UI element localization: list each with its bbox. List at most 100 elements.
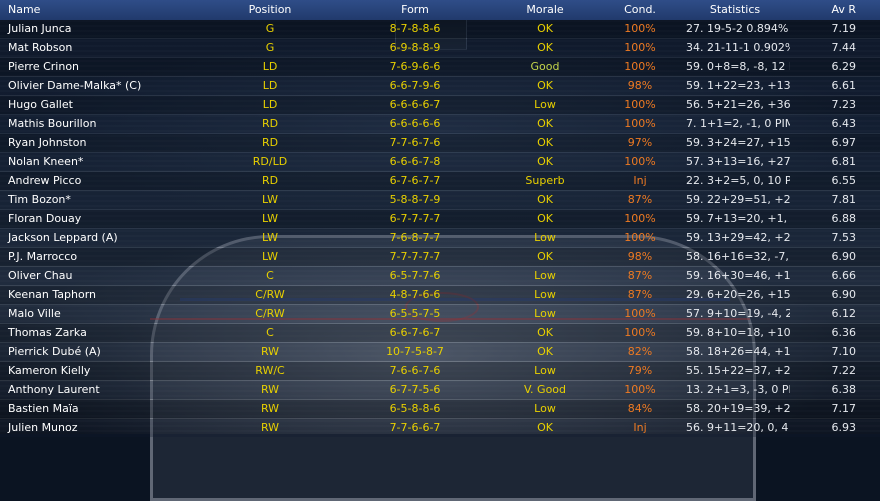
table-row[interactable]: Kameron Kielly RW/C 7-6-6-7-6 Low 79% 55. 15+… <box>0 361 880 381</box>
player-condition: 100% <box>600 380 680 400</box>
player-form: 6-7-7-7-7 <box>340 209 490 229</box>
player-form: 6-6-7-6-7 <box>340 323 490 343</box>
player-statistics: 29. 6+20=26, +15, 4 PIM <box>680 285 790 305</box>
table-row[interactable]: Anthony Laurent RW 6-7-7-5-6 V. Good 100% 13.… <box>0 380 880 400</box>
player-morale: Low <box>490 399 600 419</box>
player-avg-rating: 7.81 <box>790 190 880 210</box>
player-name[interactable]: Hugo Gallet <box>0 95 200 115</box>
player-form: 7-7-6-7-6 <box>340 133 490 153</box>
player-form: 6-6-6-6-6 <box>340 114 490 134</box>
table-row[interactable]: Olivier Dame-Malka* (C) LD 6-6-7-9-6 OK 98% 5… <box>0 76 880 96</box>
player-name[interactable]: Floran Douay <box>0 209 200 229</box>
player-avg-rating: 6.38 <box>790 380 880 400</box>
player-condition: 87% <box>600 266 680 286</box>
table-row[interactable]: Mat Robson G 6-9-8-8-9 OK 100% 34. 21-11-1 0.… <box>0 38 880 58</box>
player-name[interactable]: Julian Junca <box>8 22 72 36</box>
player-condition: 100% <box>600 304 680 324</box>
player-name[interactable]: Pierre Crinon <box>0 57 200 77</box>
player-morale: Low <box>490 228 600 248</box>
player-form: 6-9-8-8-9 <box>340 38 490 58</box>
table-row[interactable]: Bastien Maïa RW 6-5-8-8-6 Low 84% 58. 20+19=3… <box>0 399 880 419</box>
player-position: LW <box>200 228 340 248</box>
player-name[interactable]: Anthony Laurent <box>0 380 200 400</box>
player-list: Julian Junca G 8-7-8-8-6 OK 100% 27. 19-5-2 0… <box>0 20 880 438</box>
player-position: C <box>200 266 340 286</box>
player-statistics: 59. 22+29=51, +29, 20 PIM <box>680 190 790 210</box>
player-name[interactable]: Mat Robson <box>0 38 200 58</box>
player-name[interactable]: Andrew Picco <box>0 171 200 191</box>
table-row[interactable]: Andrew Picco RD 6-7-6-7-7 Superb Inj 22. 3+2=… <box>0 171 880 191</box>
player-name[interactable]: Mathis Bourillon <box>0 114 200 134</box>
player-name[interactable]: Malo Ville <box>0 304 200 324</box>
player-statistics: 7. 1+1=2, -1, 0 PIM <box>680 114 790 134</box>
player-morale: OK <box>490 76 600 96</box>
player-condition: 98% <box>600 247 680 267</box>
column-header-name[interactable]: Name <box>8 3 41 16</box>
player-avg-rating: 6.29 <box>790 57 880 77</box>
player-morale: OK <box>490 133 600 153</box>
table-row[interactable]: Oliver Chau C 6-5-7-7-6 Low 87% 59. 16+30=46,… <box>0 266 880 286</box>
player-name[interactable]: Oliver Chau <box>0 266 200 286</box>
player-avg-rating: 6.81 <box>790 152 880 172</box>
player-position: LW <box>200 209 340 229</box>
player-avg-rating: 6.36 <box>790 323 880 343</box>
table-row[interactable]: Pierrick Dubé (A) RW 10-7-5-8-7 OK 82% 58. 18… <box>0 342 880 362</box>
column-header-condition[interactable]: Cond. <box>624 3 656 16</box>
player-statistics: 58. 20+19=39, +28, 24 PIM <box>680 399 790 419</box>
player-statistics: 27. 19-5-2 0.894% 2.44 <box>686 22 790 36</box>
player-position: RD/LD <box>200 152 340 172</box>
table-row[interactable]: Ryan Johnston RD 7-7-6-7-6 OK 97% 59. 3+24=27… <box>0 133 880 153</box>
player-position: LD <box>200 76 340 96</box>
player-avg-rating: 6.66 <box>790 266 880 286</box>
player-morale: OK <box>490 247 600 267</box>
player-name[interactable]: Jackson Leppard (A) <box>0 228 200 248</box>
player-morale: OK <box>490 323 600 343</box>
table-row[interactable]: Malo Ville C/RW 6-5-5-7-5 Low 100% 57. 9+10=1… <box>0 304 880 324</box>
table-row[interactable]: Julien Munoz RW 7-7-6-6-7 OK Inj 56. 9+11=20,… <box>0 418 880 438</box>
table-row[interactable]: Nolan Kneen* RD/LD 6-6-6-7-8 OK 100% 57. 3+13… <box>0 152 880 172</box>
column-header-position[interactable]: Position <box>248 3 292 16</box>
column-header-avg-rating[interactable]: Av R <box>831 3 856 16</box>
player-morale: Superb <box>490 171 600 191</box>
player-avg-rating: 7.22 <box>790 361 880 381</box>
table-row[interactable]: Keenan Taphorn C/RW 4-8-7-6-6 Low 87% 29. 6+2… <box>0 285 880 305</box>
player-morale: Low <box>490 304 600 324</box>
player-name[interactable]: Pierrick Dubé (A) <box>0 342 200 362</box>
player-name[interactable]: Keenan Taphorn <box>0 285 200 305</box>
column-header-statistics[interactable]: Statistics <box>709 3 761 16</box>
player-statistics: 55. 15+22=37, +2, 20 PIM <box>680 361 790 381</box>
table-row[interactable]: Julian Junca G 8-7-8-8-6 OK 100% 27. 19-5-2 0… <box>0 20 880 39</box>
table-row[interactable]: Tim Bozon* LW 5-8-8-7-9 OK 87% 59. 22+29=51, … <box>0 190 880 210</box>
table-row[interactable]: Pierre Crinon LD 7-6-9-6-6 Good 100% 59. 0+8=… <box>0 57 880 77</box>
table-row[interactable]: Jackson Leppard (A) LW 7-6-8-7-7 Low 100% 59.… <box>0 228 880 248</box>
player-form: 6-5-5-7-5 <box>340 304 490 324</box>
player-position: C <box>200 323 340 343</box>
squad-table: Name Position Form Morale Cond. Statisti… <box>0 0 880 438</box>
player-avg-rating: 7.53 <box>790 228 880 248</box>
table-row[interactable]: Floran Douay LW 6-7-7-7-7 OK 100% 59. 7+13=20… <box>0 209 880 229</box>
player-morale: OK <box>490 418 600 438</box>
player-name[interactable]: Olivier Dame-Malka* (C) <box>0 76 200 96</box>
player-name[interactable]: Julien Munoz <box>0 418 200 438</box>
table-row[interactable]: Hugo Gallet LD 6-6-6-6-7 Low 100% 56. 5+21=26… <box>0 95 880 115</box>
player-condition: 100% <box>600 323 680 343</box>
player-morale: Low <box>490 361 600 381</box>
player-name[interactable]: Nolan Kneen* <box>0 152 200 172</box>
player-form: 6-7-6-7-7 <box>340 171 490 191</box>
table-row[interactable]: Thomas Zarka C 6-6-7-6-7 OK 100% 59. 8+10=18,… <box>0 323 880 343</box>
column-header-form[interactable]: Form <box>401 3 429 16</box>
player-form: 7-7-7-7-7 <box>340 247 490 267</box>
player-name[interactable]: Tim Bozon* <box>0 190 200 210</box>
player-name[interactable]: Thomas Zarka <box>0 323 200 343</box>
table-row[interactable]: P.J. Marrocco LW 7-7-7-7-7 OK 98% 58. 16+16=3… <box>0 247 880 267</box>
player-morale: OK <box>490 152 600 172</box>
table-row[interactable]: Mathis Bourillon RD 6-6-6-6-6 OK 100% 7. 1+1=… <box>0 114 880 134</box>
player-name[interactable]: Bastien Maïa <box>0 399 200 419</box>
player-name[interactable]: P.J. Marrocco <box>0 247 200 267</box>
player-name[interactable]: Ryan Johnston <box>0 133 200 153</box>
player-condition: 97% <box>600 133 680 153</box>
player-name[interactable]: Kameron Kielly <box>0 361 200 381</box>
column-header-morale[interactable]: Morale <box>526 3 564 16</box>
player-form: 6-5-8-8-6 <box>340 399 490 419</box>
player-position: RD <box>200 171 340 191</box>
